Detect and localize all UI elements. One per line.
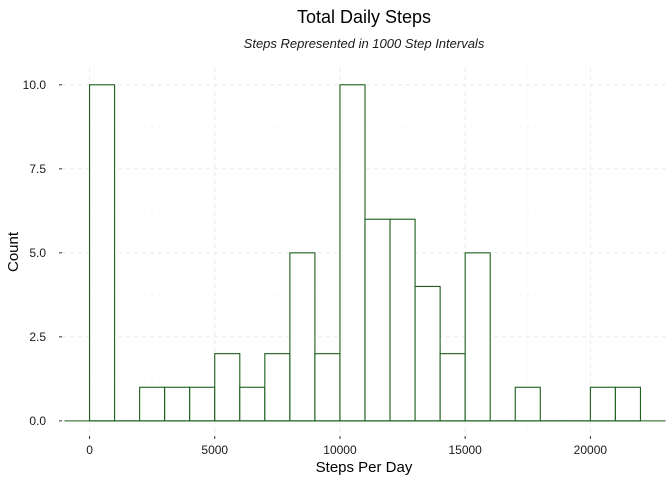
- histogram-bar: [414, 285, 441, 422]
- histogram-bar: [264, 353, 291, 422]
- y-tick-label: 0.0: [29, 414, 46, 428]
- histogram-bar: [289, 252, 316, 422]
- y-tick-label: 10.0: [23, 78, 47, 92]
- histogram-bar: [139, 386, 166, 422]
- histogram-bar: [389, 218, 416, 422]
- x-tick-label: 10000: [323, 443, 357, 457]
- x-tick-label: 15000: [448, 443, 482, 457]
- x-tick-label: 5000: [201, 443, 228, 457]
- histogram-bar: [88, 84, 116, 422]
- histogram-bar: [589, 386, 616, 422]
- histogram-bar: [514, 386, 541, 422]
- y-tick-label: 2.5: [29, 330, 46, 344]
- histogram-bar: [214, 353, 241, 422]
- histogram-bar: [464, 252, 491, 422]
- histogram-bar: [364, 218, 391, 422]
- chart-subtitle: Steps Represented in 1000 Step Intervals: [244, 36, 485, 51]
- histogram-bar: [614, 386, 642, 422]
- x-tick-label: 20000: [574, 443, 608, 457]
- histogram-bar: [314, 353, 341, 422]
- y-tick-label: 5.0: [29, 246, 46, 260]
- histogram-bar: [189, 386, 216, 422]
- chart-title: Total Daily Steps: [297, 7, 431, 27]
- x-axis-title: Steps Per Day: [316, 459, 413, 476]
- histogram-bar: [164, 386, 191, 422]
- bars: [64, 84, 666, 422]
- histogram-bar: [339, 84, 366, 422]
- y-tick-label: 7.5: [29, 162, 46, 176]
- axis-ticks: 0 5000 10000 15000 20000 0.0 2.5 5.0 7.5 10.0: [23, 78, 608, 457]
- y-axis-title: Count: [5, 231, 22, 272]
- histogram-bar: [239, 386, 266, 422]
- histogram-bar: [439, 353, 466, 422]
- x-tick-label: 0: [86, 443, 93, 457]
